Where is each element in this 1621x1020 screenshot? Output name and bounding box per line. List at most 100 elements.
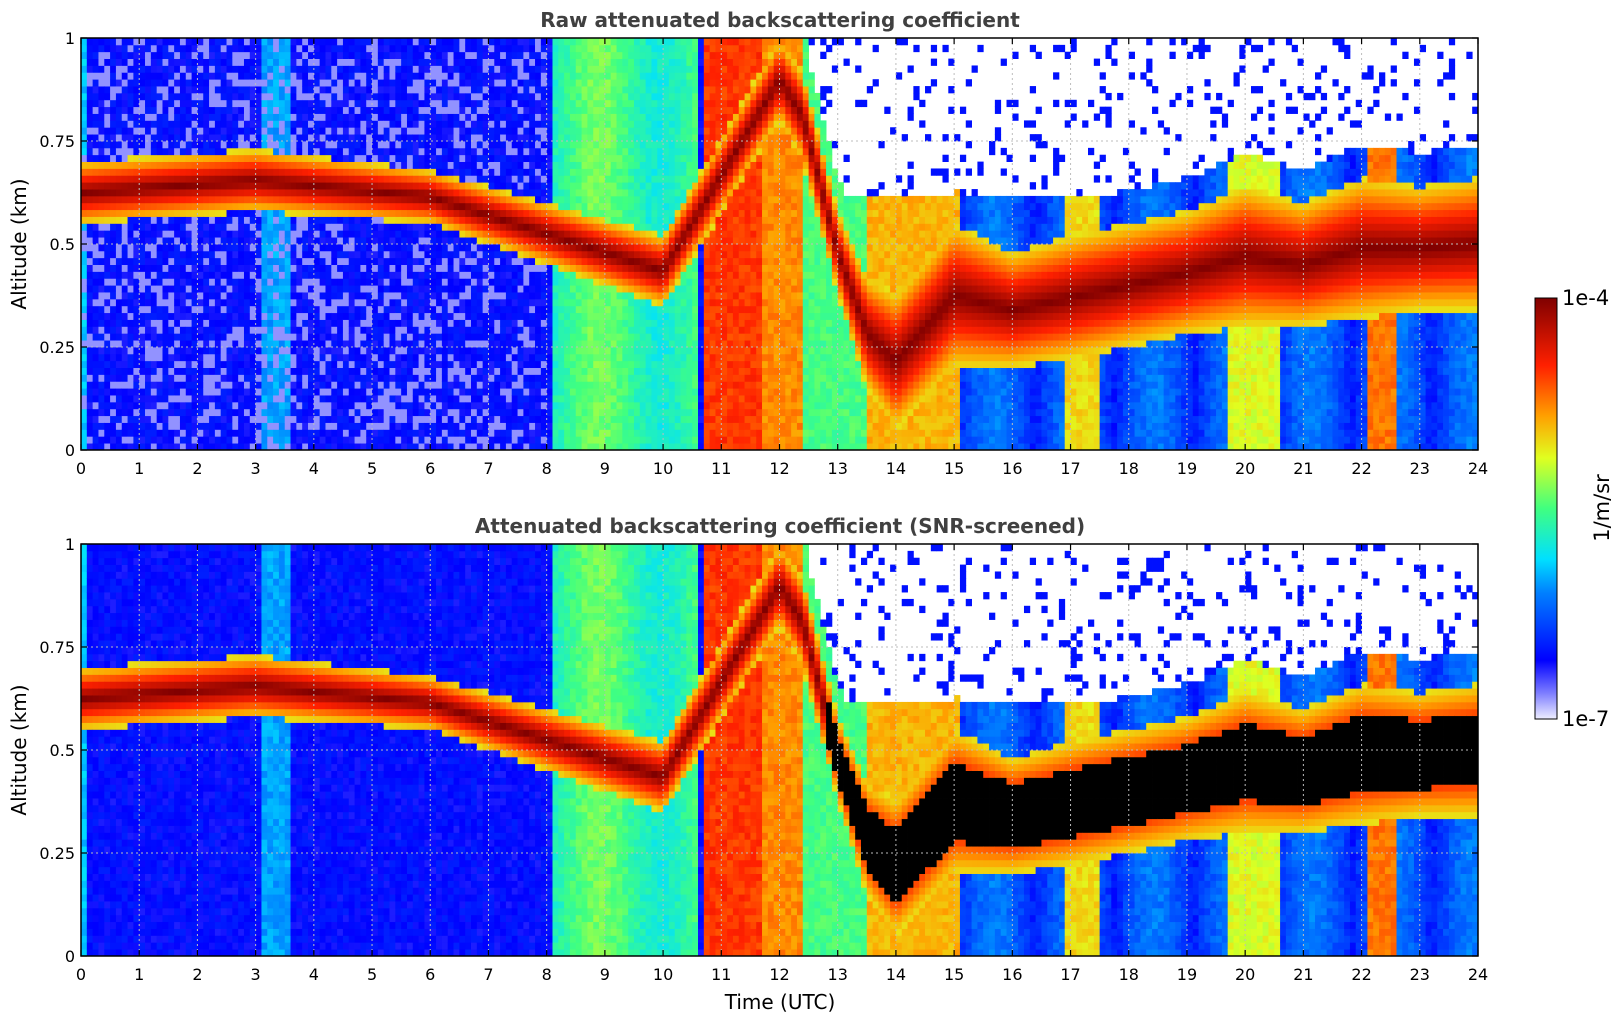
heatmap-cell <box>424 45 430 52</box>
heatmap-cell <box>454 333 460 340</box>
heatmap-cell <box>87 333 93 340</box>
heatmap-cell <box>331 326 337 333</box>
heatmap-cell <box>308 299 314 306</box>
heatmap-cell <box>448 134 454 141</box>
heatmap-cell <box>512 162 518 169</box>
heatmap-cell <box>436 134 442 141</box>
heatmap-cell <box>314 72 320 79</box>
heatmap-cell <box>232 354 238 361</box>
heatmap-cell <box>209 313 215 320</box>
heatmap-cell <box>471 79 477 86</box>
heatmap-cell <box>238 175 244 182</box>
heatmap-cell <box>390 223 396 230</box>
heatmap-cell <box>98 72 104 79</box>
heatmap-cell <box>395 127 401 134</box>
heatmap-cell <box>494 223 500 230</box>
heatmap-cell <box>436 217 442 224</box>
heatmap-cell <box>122 223 128 230</box>
heatmap-cell <box>232 258 238 265</box>
heatmap-cell <box>506 175 512 182</box>
heatmap-cell <box>407 381 413 388</box>
heatmap-cell <box>535 333 541 340</box>
heatmap-cell <box>372 423 378 430</box>
heatmap-cell <box>390 148 396 155</box>
heatmap-cell <box>436 148 442 155</box>
heatmap-cell <box>378 299 384 306</box>
heatmap-cell <box>273 223 279 230</box>
heatmap-cell <box>390 86 396 93</box>
heatmap-cell <box>384 251 390 258</box>
heatmap-cell <box>139 168 145 175</box>
heatmap-cell <box>145 436 151 443</box>
heatmap-cell <box>390 395 396 402</box>
heatmap-cell <box>506 320 512 327</box>
heatmap-cell <box>145 162 151 169</box>
heatmap-cell <box>267 107 273 114</box>
heatmap-cell <box>366 429 372 436</box>
heatmap-cell <box>488 278 494 285</box>
heatmap-cell <box>552 258 558 265</box>
heatmap-cell <box>390 278 396 285</box>
heatmap-cell <box>331 368 337 375</box>
heatmap-cell <box>122 354 128 361</box>
heatmap-cell <box>401 299 407 306</box>
heatmap-cell <box>558 168 564 175</box>
heatmap-cell <box>302 45 308 52</box>
heatmap-cell <box>128 402 134 409</box>
heatmap-cell <box>471 230 477 237</box>
heatmap-cell <box>256 223 262 230</box>
heatmap-cell <box>197 306 203 313</box>
heatmap-cell <box>256 45 262 52</box>
heatmap-cell <box>133 100 139 107</box>
heatmap-cell <box>407 306 413 313</box>
heatmap-cell <box>314 388 320 395</box>
heatmap-cell <box>500 347 506 354</box>
heatmap-cell <box>314 416 320 423</box>
heatmap-cell <box>547 189 553 196</box>
heatmap-cell <box>122 278 128 285</box>
heatmap-cell <box>448 120 454 127</box>
heatmap-cell <box>133 429 139 436</box>
heatmap-cell <box>436 347 442 354</box>
heatmap-cell <box>459 347 465 354</box>
heatmap-cell <box>343 210 349 217</box>
heatmap-cell <box>407 271 413 278</box>
heatmap-cell <box>227 189 233 196</box>
heatmap-cell <box>343 388 349 395</box>
heatmap-cell <box>174 368 180 375</box>
heatmap-cell <box>308 251 314 258</box>
heatmap-cell <box>291 210 297 217</box>
heatmap-cell <box>494 402 500 409</box>
heatmap-cell <box>337 100 343 107</box>
heatmap-cell <box>424 429 430 436</box>
heatmap-cell <box>390 388 396 395</box>
heatmap-cell <box>157 38 163 45</box>
heatmap-cell <box>471 368 477 375</box>
heatmap-cell <box>296 107 302 114</box>
heatmap-cell <box>302 203 308 210</box>
heatmap-cell <box>448 313 454 320</box>
heatmap-cell <box>197 162 203 169</box>
heatmap-cell <box>390 374 396 381</box>
heatmap-cell <box>128 59 134 66</box>
heatmap-cell <box>355 86 361 93</box>
heatmap-cell <box>285 381 291 388</box>
heatmap-cell <box>506 402 512 409</box>
heatmap-cell <box>151 79 157 86</box>
heatmap-cell <box>250 258 256 265</box>
heatmap-cell <box>384 230 390 237</box>
heatmap-cell <box>157 59 163 66</box>
heatmap-cell <box>93 86 99 93</box>
heatmap-cell <box>471 416 477 423</box>
heatmap-cell <box>250 320 256 327</box>
heatmap-cell <box>564 402 570 409</box>
heatmap-cell <box>558 340 564 347</box>
heatmap-cell <box>454 223 460 230</box>
heatmap-cell <box>523 381 529 388</box>
heatmap-cell <box>180 395 186 402</box>
heatmap-cell <box>523 244 529 251</box>
heatmap-cell <box>518 326 524 333</box>
heatmap-cell <box>285 182 291 189</box>
heatmap-cell <box>180 326 186 333</box>
heatmap-cell <box>308 59 314 66</box>
